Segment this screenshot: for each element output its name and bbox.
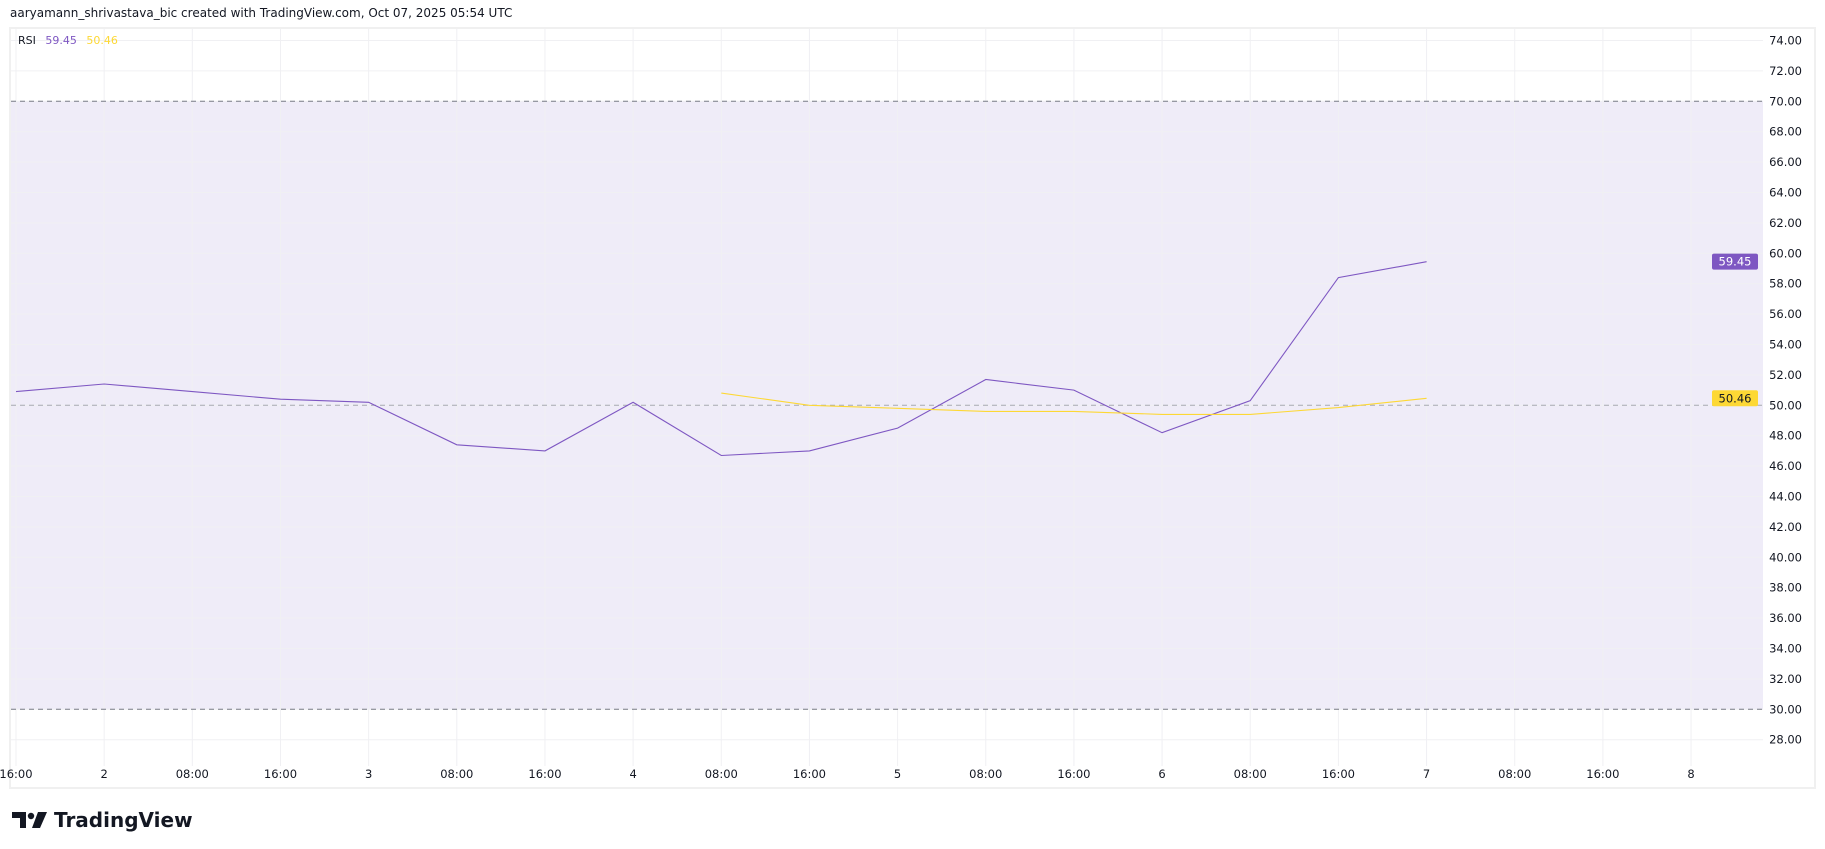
x-tick-label: 3 [365,767,372,781]
x-tick-label: 16:00 [264,767,297,781]
x-tick-label: 6 [1158,767,1165,781]
chart-caption: aaryamann_shrivastava_bic created with T… [10,6,513,20]
rsi-line [15,261,1427,457]
x-tick-label: 16:00 [793,767,826,781]
y-tick-label: 48.00 [1769,429,1802,443]
y-tick-label: 36.00 [1769,611,1802,625]
y-tick-label: 28.00 [1769,733,1802,747]
brand-name: TradingView [54,808,193,832]
y-tick-label: 46.00 [1769,459,1802,473]
y-tick-label: 44.00 [1769,490,1802,504]
legend-ma-value: 50.46 [86,34,118,47]
legend-name: RSI [18,34,36,47]
y-tick-label: 52.00 [1769,368,1802,382]
x-tick-label: 08:00 [969,767,1002,781]
x-tick-label: 16:00 [1057,767,1090,781]
y-tick-label: 74.00 [1769,34,1802,48]
legend-rsi-value: 59.45 [45,34,77,47]
last-value-label: 59.45 [1719,255,1752,269]
y-tick-label: 42.00 [1769,520,1802,534]
tradingview-logo-icon [12,812,47,828]
y-tick-label: 50.00 [1769,398,1802,412]
y-tick-label: 66.00 [1769,155,1802,169]
y-tick-label: 32.00 [1769,672,1802,686]
last-value-badge [1712,390,1758,407]
last-value-badge [1712,253,1758,270]
x-tick-label: 16:00 [0,767,33,781]
y-tick-label: 60.00 [1769,246,1802,260]
y-tick-label: 64.00 [1769,186,1802,200]
x-tick-label: 8 [1687,767,1694,781]
x-tick-label: 2 [100,767,107,781]
x-tick-label: 7 [1423,767,1430,781]
x-tick-label: 5 [894,767,901,781]
y-tick-label: 56.00 [1769,307,1802,321]
y-tick-label: 40.00 [1769,550,1802,564]
y-tick-label: 54.00 [1769,338,1802,352]
rsi-ma-line [721,392,1427,415]
indicator-legend[interactable]: RSI 59.45 50.46 [18,34,124,47]
y-tick-label: 58.00 [1769,277,1802,291]
x-tick-label: 08:00 [440,767,473,781]
x-tick-label: 08:00 [705,767,738,781]
x-tick-label: 16:00 [1322,767,1355,781]
y-tick-label: 72.00 [1769,64,1802,78]
x-tick-label: 08:00 [1498,767,1531,781]
chart-frame [9,27,1816,789]
y-tick-label: 38.00 [1769,581,1802,595]
x-tick-label: 08:00 [1234,767,1267,781]
x-tick-label: 16:00 [528,767,561,781]
tradingview-logo[interactable]: TradingView [12,808,193,832]
y-tick-label: 70.00 [1769,94,1802,108]
x-tick-label: 16:00 [1586,767,1619,781]
y-tick-label: 68.00 [1769,125,1802,139]
x-tick-label: 4 [629,767,636,781]
y-tick-label: 62.00 [1769,216,1802,230]
x-tick-label: 08:00 [176,767,209,781]
last-value-label: 50.46 [1719,391,1752,405]
y-tick-label: 34.00 [1769,642,1802,656]
y-tick-label: 30.00 [1769,702,1802,716]
